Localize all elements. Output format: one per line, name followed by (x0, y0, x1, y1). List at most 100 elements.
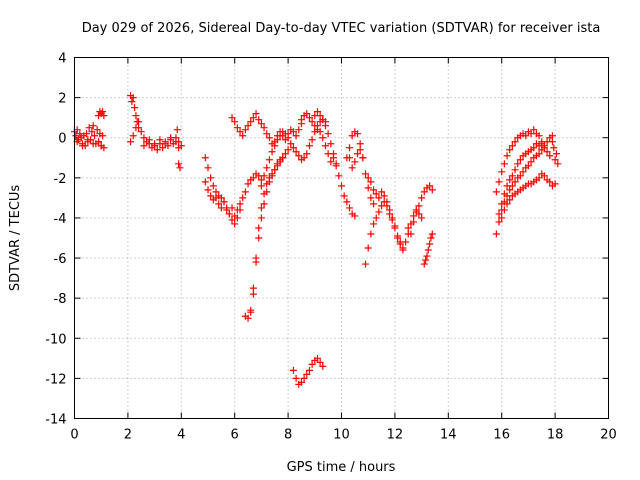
data-point (324, 130, 332, 138)
series-seg-00-01h (71, 122, 108, 152)
data-point (140, 142, 148, 150)
data-point (498, 214, 506, 222)
data-point (284, 146, 292, 154)
data-point (223, 206, 231, 214)
data-point (399, 246, 407, 254)
data-point (492, 188, 500, 196)
data-point (132, 124, 140, 132)
series-seg-11-12h (364, 174, 426, 252)
data-point (207, 174, 215, 182)
series-seg-6-8h-dip-b (247, 146, 292, 316)
data-point (244, 122, 252, 130)
data-point (217, 204, 225, 212)
data-point (546, 178, 554, 186)
series-seg-6-9h-arc (228, 110, 305, 148)
data-point (527, 158, 535, 166)
data-point (89, 140, 97, 148)
data-point (551, 180, 559, 188)
data-point (335, 172, 343, 180)
data-point (362, 260, 370, 268)
data-point (380, 198, 388, 206)
data-point (204, 186, 212, 194)
x-tick-label: 0 (70, 428, 78, 443)
data-point (127, 138, 135, 146)
data-point (268, 148, 276, 156)
x-tick-label: 6 (231, 428, 239, 443)
data-point (508, 172, 516, 180)
data-point (364, 184, 372, 192)
data-point (316, 128, 324, 136)
data-point (530, 144, 538, 152)
data-point (263, 130, 271, 138)
y-tick-label: -10 (45, 332, 66, 347)
data-point (305, 114, 313, 122)
data-point (351, 212, 359, 220)
data-point (418, 194, 426, 202)
series-seg-8-9h-low (289, 354, 327, 388)
data-point (511, 166, 519, 174)
data-point (231, 220, 239, 228)
data-point (540, 172, 548, 180)
data-point (132, 112, 140, 120)
data-point (410, 212, 418, 220)
data-point (268, 172, 276, 180)
data-point (313, 354, 321, 362)
data-point (324, 150, 332, 158)
data-point (99, 132, 107, 140)
y-tick-label: -2 (54, 172, 67, 187)
data-point (249, 114, 257, 122)
data-point (89, 122, 97, 130)
data-point (367, 178, 375, 186)
data-point (85, 124, 93, 132)
data-point (329, 154, 337, 162)
data-point (257, 214, 265, 222)
data-point (535, 150, 543, 158)
data-point (321, 122, 329, 130)
series-seg-15-18h-b (495, 134, 556, 218)
data-point (522, 132, 530, 140)
data-point (346, 204, 354, 212)
series-seg-15-18h-d (498, 170, 559, 222)
data-point (273, 162, 281, 170)
data-point (508, 182, 516, 190)
data-point (175, 160, 183, 168)
data-point (76, 130, 84, 138)
data-point (137, 128, 145, 136)
y-tick-label: -8 (54, 292, 67, 307)
data-point (332, 162, 340, 170)
data-point (311, 122, 319, 130)
data-point (495, 218, 503, 226)
series-seg-00-01h-b (73, 136, 105, 150)
data-point (84, 136, 92, 144)
data-marks (71, 92, 562, 388)
data-point (260, 172, 268, 180)
data-point (396, 238, 404, 246)
data-point (351, 158, 359, 166)
data-point (100, 112, 108, 120)
data-point (511, 138, 519, 146)
x-tick-label: 16 (493, 428, 510, 443)
data-point (372, 190, 380, 198)
data-point (249, 290, 257, 298)
data-point (327, 140, 335, 148)
data-point (239, 194, 247, 202)
data-point (375, 208, 383, 216)
data-point (172, 138, 180, 146)
data-point (415, 202, 423, 210)
data-point (495, 210, 503, 218)
data-point (319, 362, 327, 370)
data-point (236, 128, 244, 136)
data-point (231, 118, 239, 126)
data-point (554, 160, 562, 168)
data-point (292, 148, 300, 156)
data-point (284, 134, 292, 142)
data-point (83, 130, 91, 138)
series-seg-10-11h-c (346, 146, 367, 172)
data-point (383, 202, 391, 210)
data-point (540, 144, 548, 152)
data-point (420, 188, 428, 196)
data-point (359, 154, 367, 162)
series-seg-2-4h-b (127, 118, 183, 152)
data-point (140, 134, 148, 142)
data-point (308, 360, 316, 368)
